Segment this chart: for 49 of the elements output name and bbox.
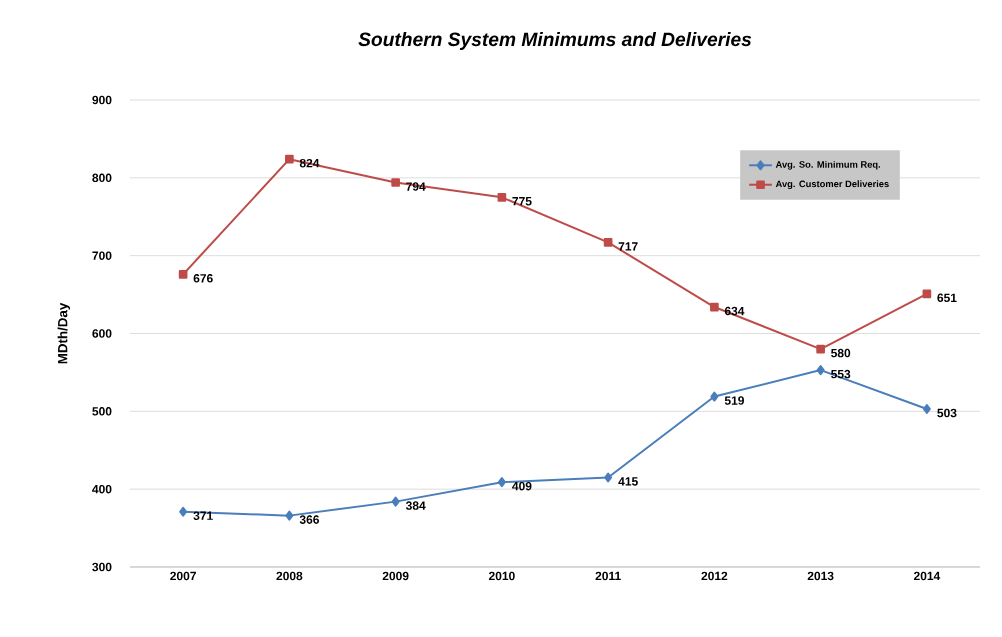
point [816,344,825,354]
data-label: 651 [937,293,957,303]
point [178,270,188,279]
x-tick-label: 2009 [382,571,409,581]
y-tick-label: 400 [92,484,112,494]
y-tick-label: 600 [92,329,112,338]
data-label: 384 [405,501,426,510]
x-tick-label: 2014 [913,571,941,581]
data-label: 580 [831,348,851,358]
point [391,178,400,187]
legend-label: Avg. So. Minimum Req. [775,160,881,170]
point [710,391,719,402]
point [816,365,825,376]
x-tick-label: 2011 [595,571,621,581]
x-tick-label: 2008 [276,571,303,581]
x-tick-label: 2013 [807,571,834,581]
data-label: 717 [618,242,638,251]
data-label: 503 [937,408,957,418]
x-tick-label: 2007 [170,571,196,581]
data-label: 415 [618,477,638,486]
data-label: 634 [724,306,745,316]
data-label: 371 [193,511,213,520]
y-tick-label: 700 [92,251,112,260]
point [603,238,613,247]
data-label: 775 [512,197,532,206]
y-tick-label: 500 [92,407,112,416]
data-label: 553 [831,369,851,379]
point [285,154,294,164]
point [604,472,613,483]
y-axis-title: MDth/Day [57,302,71,364]
point [285,510,294,521]
point [179,506,188,517]
data-label: 519 [724,396,744,405]
point [391,496,400,507]
point [497,477,506,488]
x-tick-label: 2010 [488,571,515,581]
point [497,192,507,202]
x-tick-label: 2012 [701,571,728,581]
point [710,302,719,312]
point [922,289,932,299]
data-label: 676 [193,274,213,283]
point [922,404,931,414]
data-label: 409 [512,481,532,491]
chart-title: Southern System Minimums and Deliveries [358,32,752,50]
y-tick-label: 300 [92,562,112,572]
legend-label: Avg. Customer Deliveries [775,180,889,190]
y-tick-label: 900 [92,95,112,105]
y-tick-label: 800 [92,173,112,183]
data-label: 366 [299,515,319,524]
